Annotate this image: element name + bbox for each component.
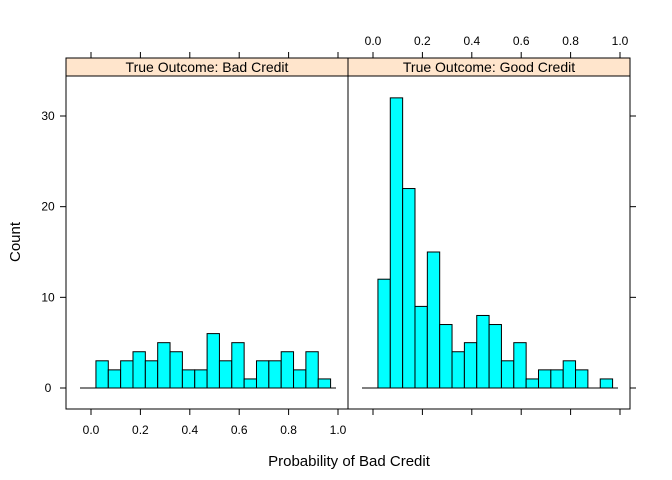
x-axis-title: Probability of Bad Credit <box>268 453 431 470</box>
bar <box>255 360 270 389</box>
bar <box>107 369 122 389</box>
x-tick-label-bottom: 0.6 <box>231 423 248 437</box>
bar <box>157 342 171 389</box>
strip-background <box>347 57 631 77</box>
bar <box>537 369 552 389</box>
y-tick-label: 10 <box>41 290 55 304</box>
x-tick-label-top: 0.4 <box>463 34 480 48</box>
panel-2: True Outcome: Good Credit <box>347 57 631 410</box>
x-tick-label-top: 0.2 <box>414 34 431 48</box>
bar <box>305 351 319 389</box>
panels-layer: True Outcome: Bad Credit True Outcome: Go… <box>65 57 631 410</box>
bar <box>562 360 577 389</box>
y-axis-title: Count <box>7 221 24 262</box>
bar <box>132 351 146 389</box>
bar <box>268 360 282 389</box>
bar <box>426 251 441 389</box>
bar <box>95 360 109 389</box>
bar <box>218 360 233 389</box>
y-tick-label: 20 <box>41 200 55 214</box>
x-tick-label-bottom: 0.0 <box>83 423 100 437</box>
bar <box>414 305 428 389</box>
strip-label: True Outcome: Bad Credit <box>126 59 289 75</box>
bar <box>463 342 478 389</box>
bar <box>451 351 465 389</box>
bar <box>402 188 416 389</box>
bar <box>550 369 564 389</box>
bar <box>231 342 245 389</box>
x-tick-label-bottom: 0.2 <box>132 423 149 437</box>
bar <box>206 333 220 389</box>
bar <box>439 324 453 389</box>
bar <box>169 351 183 389</box>
bar <box>144 360 159 389</box>
axes-layer: 0.0 0.0 0.2 0.2 0.4 0.4 0.6 0.6 0.8 0.8 1.0 1.0 0 10 2… <box>41 34 636 437</box>
bar <box>525 378 539 389</box>
panel-1: True Outcome: Bad Credit <box>65 57 349 410</box>
bar <box>243 378 257 389</box>
bar <box>476 314 490 389</box>
bar <box>500 360 515 389</box>
x-tick-label-top: 0.6 <box>513 34 530 48</box>
bar <box>293 369 307 389</box>
bar <box>488 324 502 389</box>
bar <box>575 369 589 389</box>
bar <box>389 97 404 389</box>
bar <box>120 360 134 389</box>
bar <box>181 369 196 389</box>
y-tick-label: 30 <box>41 109 55 123</box>
strip-label: True Outcome: Good Credit <box>403 59 575 75</box>
bar <box>377 278 391 389</box>
x-tick-label-top: 0.0 <box>365 34 382 48</box>
bar <box>194 369 208 389</box>
bar <box>513 342 527 389</box>
bar <box>317 378 332 389</box>
bar <box>599 378 614 389</box>
x-tick-label-top: 0.8 <box>562 34 579 48</box>
x-tick-label-bottom: 0.8 <box>280 423 297 437</box>
bar <box>280 351 295 389</box>
x-tick-label-bottom: 1.0 <box>330 423 347 437</box>
x-tick-label-top: 1.0 <box>612 34 629 48</box>
y-tick-label: 0 <box>45 381 52 395</box>
x-tick-label-bottom: 0.4 <box>181 423 198 437</box>
